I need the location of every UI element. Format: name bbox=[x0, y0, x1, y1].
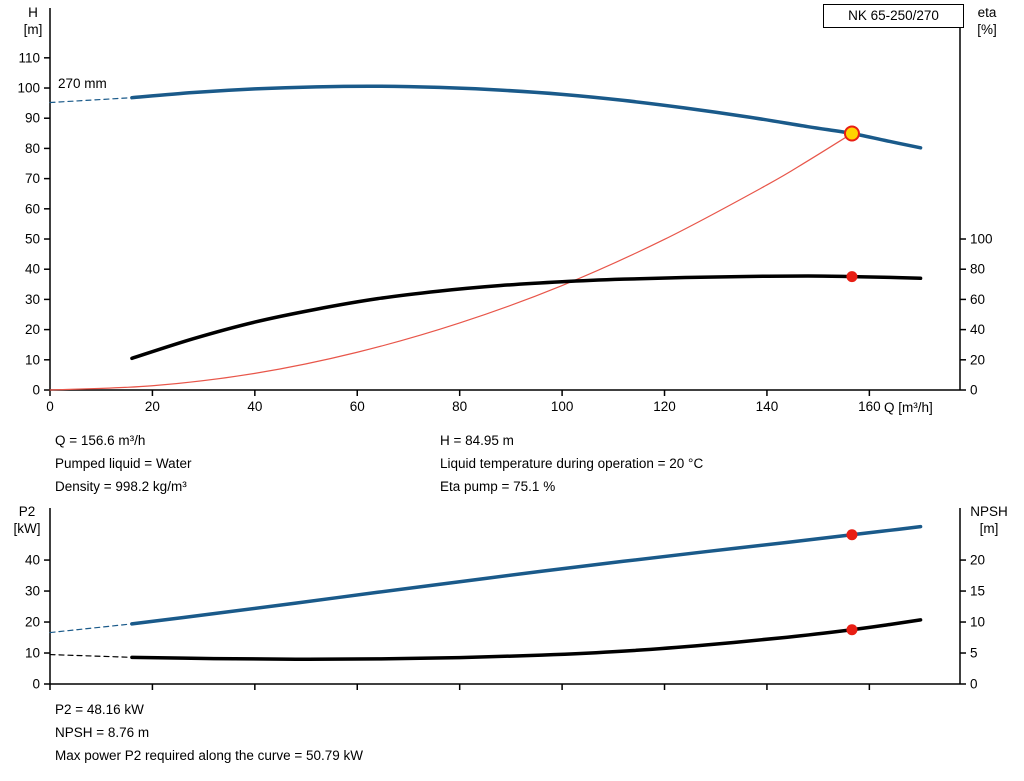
eta-axis-label-symbol: eta bbox=[977, 5, 997, 20]
p2-curve-extension bbox=[49, 623, 133, 634]
x-tick-label: 80 bbox=[452, 399, 467, 414]
operating-info-right: H = 84.95 m Liquid temperature during op… bbox=[440, 429, 703, 498]
x-tick-label: 20 bbox=[145, 399, 160, 414]
y-right-tick-label: 0 bbox=[970, 677, 978, 692]
y-left-tick-label: 100 bbox=[17, 81, 40, 96]
info-h: H = 84.95 m bbox=[440, 433, 514, 448]
eta-axis-label: eta [%] bbox=[966, 4, 1008, 38]
y-right-tick-label: 40 bbox=[970, 322, 985, 337]
info-q: Q = 156.6 m³/h bbox=[55, 433, 146, 448]
y-right-tick-label: 10 bbox=[970, 615, 985, 630]
y-left-tick-label: 70 bbox=[25, 171, 40, 186]
impeller-diameter-label: 270 mm bbox=[58, 76, 107, 91]
y-right-tick-label: 80 bbox=[970, 262, 985, 277]
head-axis-label: H [m] bbox=[16, 4, 50, 38]
eta-axis-label-unit: [%] bbox=[977, 22, 997, 37]
duty-point-npsh bbox=[846, 624, 858, 636]
y-left-tick-label: 110 bbox=[18, 50, 40, 65]
info-p2: P2 = 48.16 kW bbox=[55, 702, 144, 717]
info-npsh: NPSH = 8.76 m bbox=[55, 725, 150, 740]
info-eta-pump: Eta pump = 75.1 % bbox=[440, 479, 556, 494]
x-tick-label: 100 bbox=[551, 399, 574, 414]
flow-axis-label: Q [m³/h] bbox=[884, 400, 933, 415]
p2-curve bbox=[130, 524, 923, 626]
y-left-tick-label: 0 bbox=[32, 677, 40, 692]
y-left-tick-label: 60 bbox=[25, 201, 40, 216]
p2-axis-label-symbol: P2 bbox=[18, 504, 36, 519]
y-right-tick-label: 15 bbox=[970, 584, 985, 599]
x-tick-label: 0 bbox=[46, 399, 54, 414]
p2-axis-label-unit: [kW] bbox=[13, 521, 41, 536]
y-left-tick-label: 30 bbox=[25, 292, 40, 307]
y-left-tick-label: 90 bbox=[25, 111, 40, 126]
y-right-tick-label: 20 bbox=[970, 553, 985, 568]
y-right-tick-label: 0 bbox=[970, 383, 978, 398]
x-tick-label: 120 bbox=[653, 399, 676, 414]
npsh-curve bbox=[130, 618, 923, 661]
head-curve-extension bbox=[49, 97, 133, 104]
y-left-tick-label: 80 bbox=[25, 141, 40, 156]
y-right-tick-label: 60 bbox=[970, 292, 985, 307]
info-density: Density = 998.2 kg/m³ bbox=[55, 479, 187, 494]
y-left-tick-label: 40 bbox=[25, 262, 40, 277]
duty-point-p2 bbox=[846, 529, 858, 541]
x-tick-label: 160 bbox=[858, 399, 881, 414]
npsh-axis-label: NPSH [m] bbox=[962, 503, 1016, 537]
x-tick-label: 40 bbox=[247, 399, 262, 414]
npsh-curve-extension bbox=[49, 653, 133, 658]
npsh-axis-label-symbol: NPSH bbox=[970, 504, 1008, 519]
info-pumped-liquid: Pumped liquid = Water bbox=[55, 456, 192, 471]
duty-point-eta bbox=[846, 271, 858, 283]
y-left-tick-label: 40 bbox=[25, 553, 40, 568]
x-tick-label: 60 bbox=[350, 399, 365, 414]
head-axis-label-unit: [m] bbox=[23, 22, 43, 37]
duty-point-head bbox=[843, 125, 860, 142]
head-curve bbox=[130, 84, 923, 150]
y-left-tick-label: 0 bbox=[32, 383, 40, 398]
y-left-tick-label: 50 bbox=[25, 232, 40, 247]
system-curve bbox=[49, 132, 853, 391]
efficiency-curve bbox=[130, 274, 923, 361]
power-info: P2 = 48.16 kW NPSH = 8.76 m Max power P2… bbox=[55, 698, 363, 767]
y-left-tick-label: 20 bbox=[25, 322, 40, 337]
info-max-power: Max power P2 required along the curve = … bbox=[55, 748, 364, 763]
y-left-tick-label: 10 bbox=[25, 646, 40, 661]
y-right-tick-label: 100 bbox=[970, 232, 993, 247]
operating-info-left: Q = 156.6 m³/h Pumped liquid = Water Den… bbox=[55, 429, 191, 498]
pump-model-box: NK 65-250/270 bbox=[823, 4, 964, 28]
y-left-tick-label: 30 bbox=[25, 584, 40, 599]
y-left-tick-label: 20 bbox=[25, 615, 40, 630]
info-temperature: Liquid temperature during operation = 20… bbox=[440, 456, 704, 471]
y-right-tick-label: 5 bbox=[970, 646, 978, 661]
head-axis-label-symbol: H bbox=[28, 5, 38, 20]
y-left-tick-label: 10 bbox=[25, 352, 40, 367]
x-tick-label: 140 bbox=[756, 399, 779, 414]
y-right-tick-label: 20 bbox=[970, 352, 985, 367]
npsh-axis-label-unit: [m] bbox=[979, 521, 999, 536]
p2-axis-label: P2 [kW] bbox=[6, 503, 48, 537]
